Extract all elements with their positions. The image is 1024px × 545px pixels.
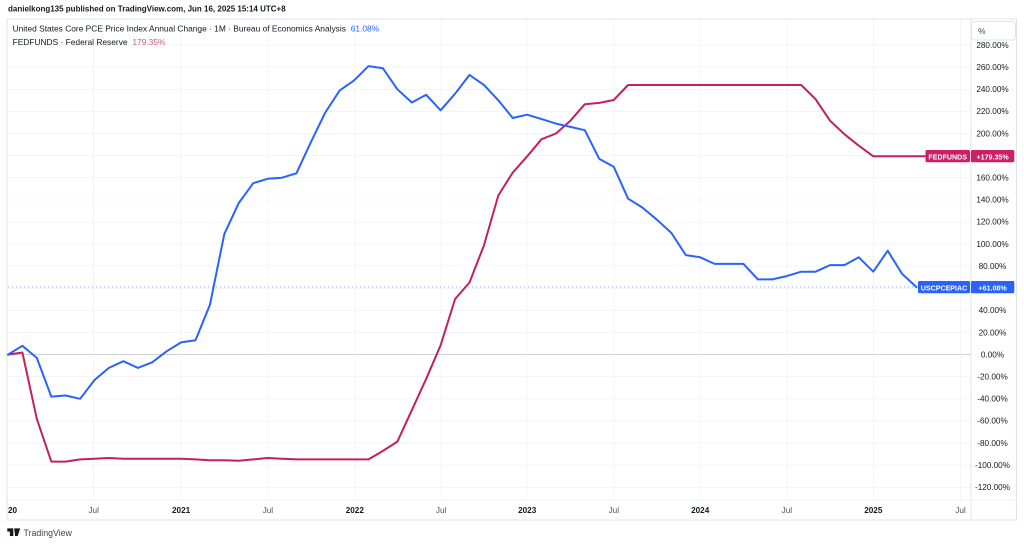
svg-text:TradingView: TradingView <box>24 528 73 538</box>
svg-text:United States Core PCE Price I: United States Core PCE Price Index Annua… <box>13 23 380 33</box>
svg-text:220.00%: 220.00% <box>976 107 1008 116</box>
svg-text:FEDFUNDS: FEDFUNDS <box>928 153 967 161</box>
svg-text:-40.00%: -40.00% <box>977 395 1008 404</box>
svg-text:-120.00%: -120.00% <box>975 483 1010 492</box>
svg-text:2025: 2025 <box>864 506 883 515</box>
svg-text:danielkong135 published on Tra: danielkong135 published on TradingView.c… <box>8 4 286 13</box>
svg-text:-20.00%: -20.00% <box>977 373 1008 382</box>
svg-text:Jul: Jul <box>88 506 99 515</box>
svg-text:260.00%: 260.00% <box>976 63 1008 72</box>
svg-text:160.00%: 160.00% <box>976 174 1008 183</box>
svg-text:140.00%: 140.00% <box>976 196 1008 205</box>
svg-text:Jul: Jul <box>263 506 274 515</box>
svg-text:2021: 2021 <box>172 506 191 515</box>
svg-text:2022: 2022 <box>346 506 365 515</box>
svg-text:-60.00%: -60.00% <box>977 417 1008 426</box>
svg-text:Jul: Jul <box>782 506 793 515</box>
svg-text:100.00%: 100.00% <box>976 240 1008 249</box>
svg-text:USCPCEPIAC: USCPCEPIAC <box>921 284 968 292</box>
svg-text:0.00%: 0.00% <box>981 350 1004 359</box>
svg-text:120.00%: 120.00% <box>976 218 1008 227</box>
svg-text:Jul: Jul <box>955 506 966 515</box>
svg-text:Jul: Jul <box>436 506 447 515</box>
svg-text:-80.00%: -80.00% <box>977 439 1008 448</box>
svg-text:20: 20 <box>8 506 18 515</box>
svg-text:2023: 2023 <box>518 506 537 515</box>
svg-text:80.00%: 80.00% <box>979 262 1007 271</box>
svg-text:Jul: Jul <box>609 506 620 515</box>
svg-text:-100.00%: -100.00% <box>975 461 1010 470</box>
svg-text:+179.35%: +179.35% <box>977 153 1010 161</box>
svg-text:20.00%: 20.00% <box>979 328 1007 337</box>
svg-text:40.00%: 40.00% <box>979 306 1007 315</box>
svg-text:+61.08%: +61.08% <box>978 284 1007 292</box>
svg-text:240.00%: 240.00% <box>976 85 1008 94</box>
svg-text:2024: 2024 <box>691 506 710 515</box>
svg-text:280.00%: 280.00% <box>976 41 1008 50</box>
svg-text:%: % <box>978 26 986 36</box>
svg-text:FEDFUNDS · Federal Reserve 179: FEDFUNDS · Federal Reserve 179.35% <box>13 37 166 47</box>
svg-text:200.00%: 200.00% <box>976 129 1008 138</box>
